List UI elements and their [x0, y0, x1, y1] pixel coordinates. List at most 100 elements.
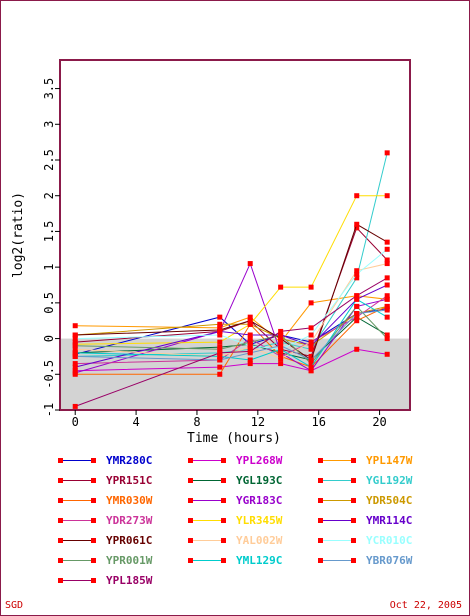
data-point-ymr030w-1 [217, 371, 223, 377]
data-point-ypr151c-6 [384, 257, 390, 263]
plot-frame [59, 59, 411, 411]
data-point-ycr010c-1 [217, 332, 223, 338]
legend-item-ypr151c: YPR151C [58, 470, 152, 490]
data-point-ypr151c-5 [354, 225, 360, 231]
legend-swatch [58, 574, 96, 586]
legend-swatch [318, 454, 356, 466]
legend-swatch [58, 534, 96, 546]
data-point-yml129c-1 [217, 353, 223, 359]
data-point-ypr061c-3 [278, 336, 284, 342]
footer-date: Oct 22, 2005 [389, 600, 462, 611]
y-tick-label: 1 [42, 264, 56, 271]
data-point-ypl185w-2 [247, 348, 253, 354]
data-point-ypr001w-0 [72, 343, 78, 349]
data-point-ypr001w-1 [217, 346, 223, 352]
data-point-ydr504c-1 [217, 321, 223, 327]
data-point-ygl192w-5 [354, 275, 360, 281]
data-point-ypl185w-3 [278, 328, 284, 334]
data-point-ypl185w-5 [354, 293, 360, 299]
data-point-ygr183c-2 [247, 261, 253, 267]
legend-item-ycr010c: YCR010C [318, 530, 412, 550]
legend-swatch [188, 454, 226, 466]
data-point-ycr010c-5 [354, 271, 360, 277]
data-point-ypl185w-1 [217, 350, 223, 356]
data-point-ypl268w-6 [384, 351, 390, 357]
data-point-ymr030w-5 [354, 318, 360, 324]
data-point-ypl185w-4 [308, 325, 314, 331]
y-tick-label: 3 [42, 121, 56, 128]
data-point-ygr183c-4 [308, 368, 314, 374]
legend-item-yml129c: YML129C [188, 550, 282, 570]
data-point-yml129c-6 [384, 314, 390, 320]
series-line-ylr345w [75, 195, 388, 345]
legend-label: YMR280C [106, 453, 153, 467]
data-point-ydr273w-2 [247, 336, 253, 342]
data-point-ypr061c-0 [72, 332, 78, 338]
data-point-ygl192w-6 [384, 150, 390, 156]
legend-item-ypr061c: YPR061C [58, 530, 152, 550]
data-point-ypl185w-6 [384, 275, 390, 281]
data-point-ylr345w-6 [384, 193, 390, 199]
legend-item-ydr504c: YDR504C [318, 490, 412, 510]
legend: YMR280C YPL268W YPL147W YPR151C YGL193C YGL19… [0, 450, 470, 590]
data-point-ypr001w-3 [278, 332, 284, 338]
legend-item-ygr183c: YGR183C [188, 490, 282, 510]
data-point-ybr076w-4 [308, 357, 314, 363]
legend-label: YGR183C [236, 493, 283, 507]
y-tick-label: 1.5 [42, 221, 56, 243]
data-point-yal002w-5 [354, 268, 360, 274]
legend-swatch [318, 514, 356, 526]
legend-item-ypl185w: YPL185W [58, 570, 152, 590]
data-point-ygl192w-3 [278, 339, 284, 345]
data-point-ypl147w-2 [247, 314, 253, 320]
legend-item-ypl147w: YPL147W [318, 450, 412, 470]
legend-label: YBR076W [366, 553, 413, 567]
legend-item-ymr030w: YMR030W [58, 490, 152, 510]
legend-item-yal002w: YAL002W [188, 530, 282, 550]
y-axis-label: log2(ratio) [11, 192, 26, 278]
data-point-yal002w-0 [72, 346, 78, 352]
data-point-ybr076w-3 [278, 343, 284, 349]
data-point-ypr001w-2 [247, 339, 253, 345]
data-point-ypl268w-2 [247, 361, 253, 367]
x-tick-label: 12 [251, 415, 265, 429]
y-tick-label: 2.5 [42, 149, 56, 171]
legend-swatch [318, 494, 356, 506]
legend-label: YAL002W [236, 533, 283, 547]
legend-item-ymr114c: YMR114C [318, 510, 412, 530]
legend-item-ymr280c: YMR280C [58, 450, 152, 470]
data-point-ygr183c-6 [384, 296, 390, 302]
data-point-ybr076w-0 [72, 353, 78, 359]
data-point-ypr061c-6 [384, 239, 390, 245]
data-point-ypr001w-4 [308, 361, 314, 367]
legend-swatch [188, 474, 226, 486]
data-point-ylr345w-3 [278, 284, 284, 290]
data-point-yml129c-5 [354, 296, 360, 302]
data-point-ypr061c-2 [247, 318, 253, 324]
data-point-ymr114c-0 [72, 364, 78, 370]
x-tick-label: 8 [193, 415, 200, 429]
legend-item-ygl192w: YGL192W [318, 470, 412, 490]
legend-swatch [58, 494, 96, 506]
data-point-ygr183c-0 [72, 370, 78, 376]
data-point-ydr504c-6 [384, 303, 390, 309]
legend-swatch [58, 554, 96, 566]
data-point-ylr345w-4 [308, 284, 314, 290]
data-point-ypl147w-4 [308, 300, 314, 306]
footer-source: SGD [5, 600, 24, 611]
data-point-ydr273w-6 [384, 293, 390, 299]
line-chart: 0 4 8 12 16 20 -1 -0.5 0 0.5 1 1.5 2 2.5 3 3.5 Time (hou… [11, 59, 411, 446]
data-point-ygl192w-4 [308, 346, 314, 352]
y-tick-label: -0.5 [42, 360, 56, 389]
legend-swatch [58, 474, 96, 486]
legend-label: YML129C [236, 553, 283, 567]
data-point-ylr345w-2 [247, 321, 253, 327]
data-point-ycr010c-4 [308, 332, 314, 338]
legend-label: YPL185W [106, 573, 153, 587]
x-tick-label: 16 [311, 415, 325, 429]
data-point-ygl193c-6 [384, 332, 390, 338]
data-point-ypl268w-5 [354, 346, 360, 352]
data-point-ycr010c-2 [247, 343, 253, 349]
legend-item-ypl268w: YPL268W [188, 450, 282, 470]
legend-swatch [188, 494, 226, 506]
